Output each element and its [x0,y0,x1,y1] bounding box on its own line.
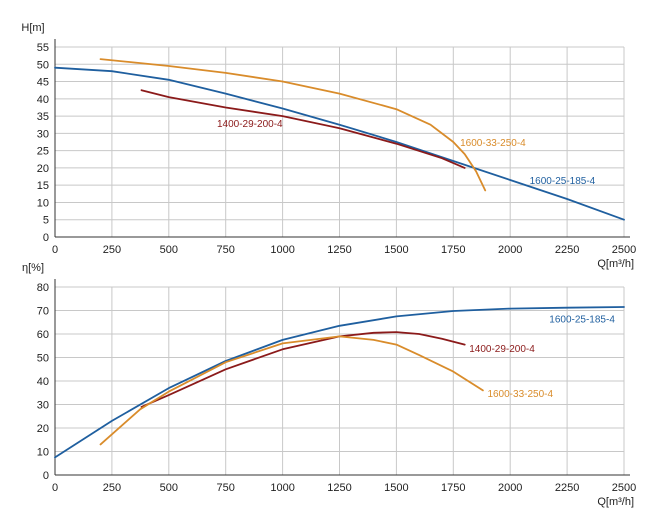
x-tick-label: 2250 [555,482,579,494]
x-tick-label: 0 [52,244,58,256]
series-label: 1600-33-250-4 [487,389,553,400]
y-tick-label: 20 [37,423,49,435]
y-tick-label: 80 [37,282,49,294]
y-tick-label: 70 [37,306,49,318]
y-tick-label: 50 [37,59,49,71]
x-tick-label: 2500 [612,244,636,256]
series-label: 1400-29-200-4 [217,119,283,130]
y-tick-label: 60 [37,329,49,341]
series-line-1600-33-250-4 [99,335,484,446]
y-tick-label: 50 [37,353,49,365]
y-tick-label: 30 [37,128,49,140]
y-tick-label: 40 [37,94,49,106]
x-axis-label: Q[m³/h] [597,258,634,270]
x-tick-label: 1750 [441,244,465,256]
x-tick-label: 750 [217,244,235,256]
panel-efficiency: 0 250 500 750 1000 1250 1500 1750 2000 2250 2500 0 1… [22,262,636,508]
x-tick-label: 750 [217,482,235,494]
y-tick-label: 25 [37,146,49,158]
y-tick-label: 20 [37,163,49,175]
x-tick-label: 500 [160,244,178,256]
x-tick-label: 1500 [384,482,408,494]
series-label: 1400-29-200-4 [469,344,535,355]
x-tick-label: 1000 [270,244,294,256]
series-line-1600-33-250-4 [99,58,487,192]
x-tick-label: 1750 [441,482,465,494]
y-tick-label: 55 [37,42,49,54]
y-tick-label: 10 [37,447,49,459]
x-tick-label: 500 [160,482,178,494]
x-tick-label: 0 [52,482,58,494]
y-axis-label: H[m] [21,22,44,34]
series-line-1600-25-185-4 [54,306,625,459]
series-label: 1600-25-185-4 [530,176,596,187]
x-tick-label: 1250 [327,482,351,494]
y-tick-label: 40 [37,376,49,388]
x-tick-label: 250 [103,244,121,256]
x-tick-label: 2000 [498,482,522,494]
y-axis-label: η[%] [22,262,44,274]
panel-head: 0 250 500 750 1000 1250 1500 1750 2000 2250 2500 0 5… [21,22,636,270]
series-label: 1600-25-185-4 [549,315,615,326]
y-tick-label: 15 [37,180,49,192]
x-tick-label: 1250 [327,244,351,256]
x-axis-label: Q[m³/h] [597,496,634,508]
y-tick-label: 35 [37,111,49,123]
x-tick-label: 2500 [612,482,636,494]
series-line-1600-25-185-4 [54,66,625,221]
x-tick-label: 2000 [498,244,522,256]
y-tick-label: 45 [37,77,49,89]
series-line-1400-29-200-4 [140,331,466,408]
x-tick-label: 250 [103,482,121,494]
x-tick-label: 1500 [384,244,408,256]
series-line-1400-29-200-4 [140,89,466,169]
x-tick-label: 1000 [270,482,294,494]
series-label: 1600-33-250-4 [460,138,526,149]
y-tick-label: 0 [43,470,49,482]
x-tick-label: 2250 [555,244,579,256]
y-tick-label: 0 [43,232,49,244]
y-tick-label: 10 [37,197,49,209]
y-tick-label: 30 [37,400,49,412]
y-tick-label: 5 [43,215,49,227]
